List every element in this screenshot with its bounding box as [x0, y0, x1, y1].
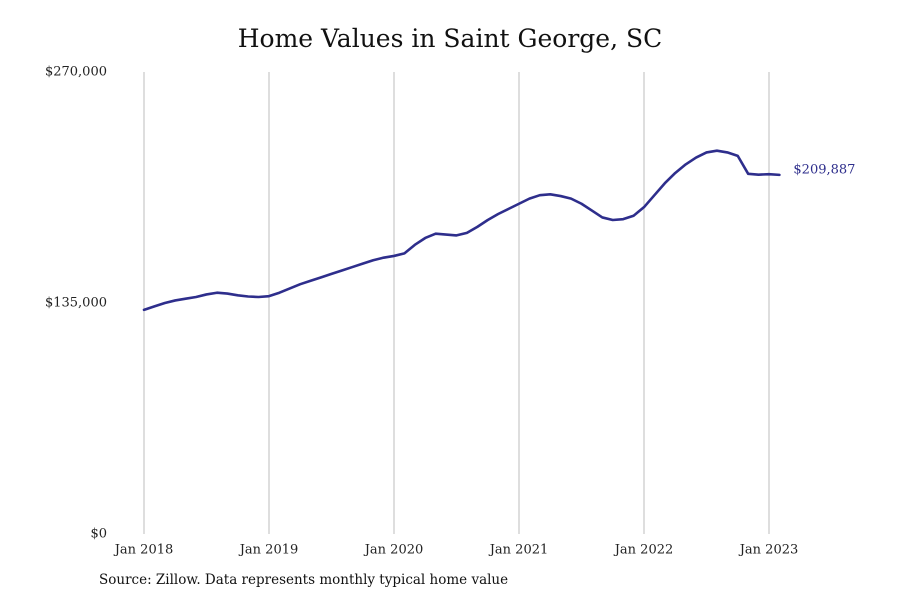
end-labels: $209,887	[793, 162, 855, 177]
x-tick-label: Jan 2021	[488, 543, 549, 558]
x-tick-label: Jan 2022	[613, 543, 674, 558]
y-tick-label: $270,000	[45, 65, 107, 80]
source-note: Source: Zillow. Data represents monthly …	[99, 572, 509, 588]
chart-title: Home Values in Saint George, SC	[237, 24, 663, 53]
x-axis-ticks: Jan 2018 Jan 2019 Jan 2020 Jan 2021 Jan 2022…	[113, 543, 799, 558]
y-tick-label: $0	[90, 527, 107, 542]
x-tick-label: Jan 2019	[238, 543, 299, 558]
series-line	[142, 149, 781, 312]
x-tick-label: Jan 2018	[113, 543, 174, 558]
series-layer	[142, 149, 781, 312]
y-axis-ticks: $270,000 $135,000 $0	[45, 65, 107, 542]
y-tick-label: $135,000	[45, 296, 107, 311]
end-value-label: $209,887	[793, 162, 855, 177]
x-tick-label: Jan 2023	[738, 543, 799, 558]
gridlines	[143, 72, 770, 534]
x-tick-label: Jan 2020	[363, 543, 424, 558]
